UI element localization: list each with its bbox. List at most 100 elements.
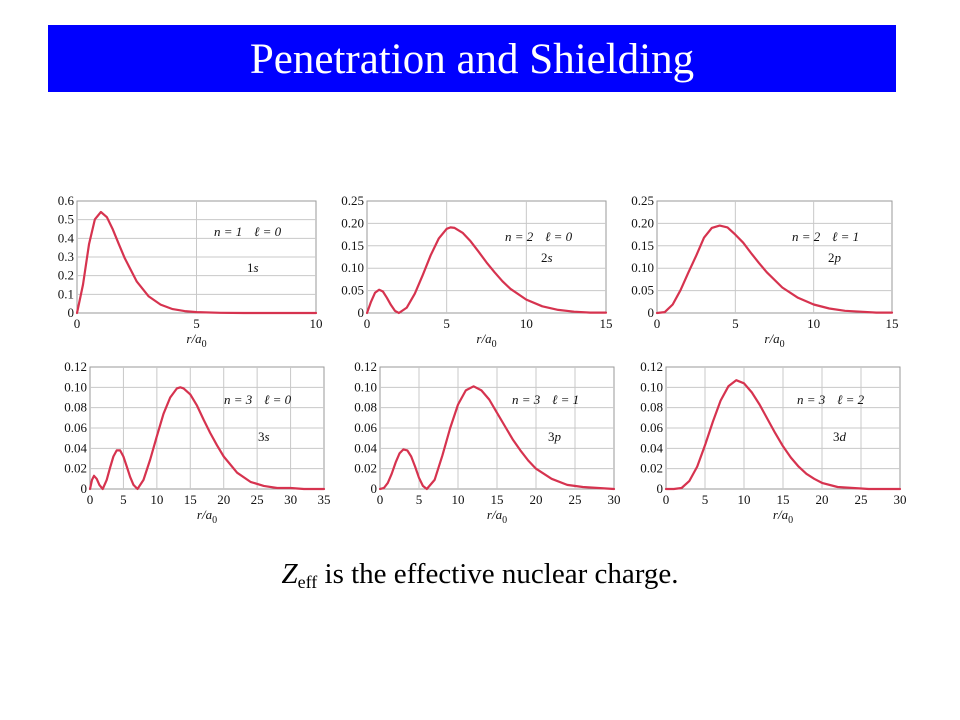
curve-series <box>75 210 318 315</box>
y-tick-label: 0.10 <box>341 260 364 275</box>
page-title: Penetration and Shielding <box>249 36 695 83</box>
curve-series <box>655 224 894 315</box>
x-tick-label: 35 <box>318 492 331 507</box>
caption-z-symbol: Z <box>281 558 298 590</box>
x-tick-label: 10 <box>738 492 751 507</box>
y-tick-label: 0.15 <box>341 238 364 253</box>
x-tick-label: 30 <box>608 492 621 507</box>
quantum-n-label: n = 1 <box>214 224 242 239</box>
y-tick-label: 0.06 <box>640 420 663 435</box>
y-tick-label: 0.08 <box>640 400 663 415</box>
quantum-l-label: ℓ = 2 <box>837 392 865 407</box>
y-tick-label: 0.2 <box>58 268 74 283</box>
x-tick-label: 10 <box>150 492 163 507</box>
y-tick-label: 0 <box>68 305 75 320</box>
plot-frame <box>366 200 607 314</box>
y-tick-label: 0.05 <box>631 283 654 298</box>
x-tick-label: 30 <box>894 492 907 507</box>
x-axis-label: r/a0 <box>186 331 206 350</box>
y-tick-label: 0.02 <box>64 461 87 476</box>
orbital-label: 3p <box>548 429 562 444</box>
orbital-label: 2s <box>541 250 553 265</box>
x-tick-label: 0 <box>377 492 384 507</box>
x-tick-label: 20 <box>530 492 543 507</box>
y-tick-label: 0.6 <box>58 193 75 208</box>
x-tick-label: 5 <box>443 316 450 331</box>
x-tick-label: 0 <box>87 492 94 507</box>
quantum-n-label: n = 2 <box>505 229 534 244</box>
x-tick-label: 5 <box>193 316 200 331</box>
quantum-l-label: ℓ = 1 <box>832 229 859 244</box>
quantum-n-label: n = 3 <box>224 392 253 407</box>
x-tick-label: 25 <box>569 492 582 507</box>
curve-series <box>664 379 902 491</box>
caption-subscript: eff <box>297 572 318 592</box>
y-tick-label: 0.04 <box>640 440 663 455</box>
quantum-l-label: ℓ = 0 <box>264 392 292 407</box>
curve-series <box>365 226 608 315</box>
x-tick-label: 0 <box>364 316 371 331</box>
quantum-n-label: n = 3 <box>512 392 541 407</box>
x-tick-label: 15 <box>777 492 790 507</box>
chart-panel-3: 0 5 10 15 0 0.05 0.10 0.15 0.20 0.25 r/a0 n = 2 ℓ = … <box>631 193 898 350</box>
title-bar: Penetration and Shielding <box>48 25 896 92</box>
x-tick-label: 25 <box>251 492 264 507</box>
quantum-n-label: n = 3 <box>797 392 826 407</box>
y-tick-label: 0 <box>358 305 365 320</box>
y-tick-label: 0 <box>648 305 655 320</box>
y-tick-label: 0.10 <box>64 379 87 394</box>
x-tick-label: 25 <box>855 492 868 507</box>
quantum-l-label: ℓ = 0 <box>545 229 573 244</box>
y-tick-label: 0 <box>657 481 664 496</box>
y-tick-label: 0.4 <box>58 230 75 245</box>
x-tick-label: 5 <box>416 492 423 507</box>
y-tick-label: 0.3 <box>58 249 74 264</box>
y-tick-label: 0.12 <box>354 359 377 374</box>
y-tick-label: 0.10 <box>631 260 654 275</box>
caption-text: is the effective nuclear charge. <box>317 558 679 590</box>
chart-panel-6: 0 5 10 15 20 25 30 0 0.02 0.04 0.06 0.08 0.10 0.12 r/a… <box>640 359 906 526</box>
quantum-n-label: n = 2 <box>792 229 821 244</box>
x-tick-label: 10 <box>520 316 533 331</box>
chart-panel-4: 0 5 10 15 20 25 30 35 0 0.02 0.04 0.06 0.08 0.10 0.12 r… <box>64 359 330 526</box>
x-tick-label: 20 <box>217 492 230 507</box>
plot-frame <box>656 200 893 314</box>
y-tick-label: 0.04 <box>354 440 377 455</box>
x-axis-label: r/a0 <box>197 507 217 526</box>
x-tick-label: 0 <box>74 316 81 331</box>
x-tick-label: 5 <box>120 492 127 507</box>
y-tick-label: 0.10 <box>354 379 377 394</box>
y-tick-label: 0.25 <box>631 193 654 208</box>
x-tick-label: 15 <box>600 316 613 331</box>
x-axis-label: r/a0 <box>773 507 793 526</box>
y-tick-label: 0.04 <box>64 440 87 455</box>
quantum-l-label: ℓ = 0 <box>254 224 282 239</box>
x-tick-label: 10 <box>452 492 465 507</box>
chart-panel-5: 0 5 10 15 20 25 30 0 0.02 0.04 0.06 0.08 0.10 0.12 r/a… <box>354 359 620 526</box>
x-tick-label: 20 <box>816 492 829 507</box>
y-tick-label: 0.12 <box>640 359 663 374</box>
x-tick-label: 0 <box>663 492 670 507</box>
x-axis-label: r/a0 <box>764 331 784 350</box>
y-tick-label: 0 <box>81 481 88 496</box>
y-tick-label: 0.10 <box>640 379 663 394</box>
y-tick-label: 0.25 <box>341 193 364 208</box>
orbital-label: 1s <box>247 260 259 275</box>
y-tick-label: 0.08 <box>64 400 87 415</box>
y-tick-label: 0.20 <box>341 215 364 230</box>
y-tick-label: 0.15 <box>631 238 654 253</box>
x-tick-label: 5 <box>732 316 739 331</box>
x-tick-label: 10 <box>807 316 820 331</box>
y-tick-label: 0.06 <box>354 420 377 435</box>
y-tick-label: 0.20 <box>631 215 654 230</box>
y-tick-label: 0.5 <box>58 212 74 227</box>
y-tick-label: 0.06 <box>64 420 87 435</box>
x-tick-label: 15 <box>886 316 899 331</box>
orbital-label: 2p <box>828 250 842 265</box>
x-tick-label: 0 <box>654 316 661 331</box>
y-tick-label: 0.02 <box>640 461 663 476</box>
x-tick-label: 15 <box>491 492 504 507</box>
x-tick-label: 15 <box>184 492 197 507</box>
